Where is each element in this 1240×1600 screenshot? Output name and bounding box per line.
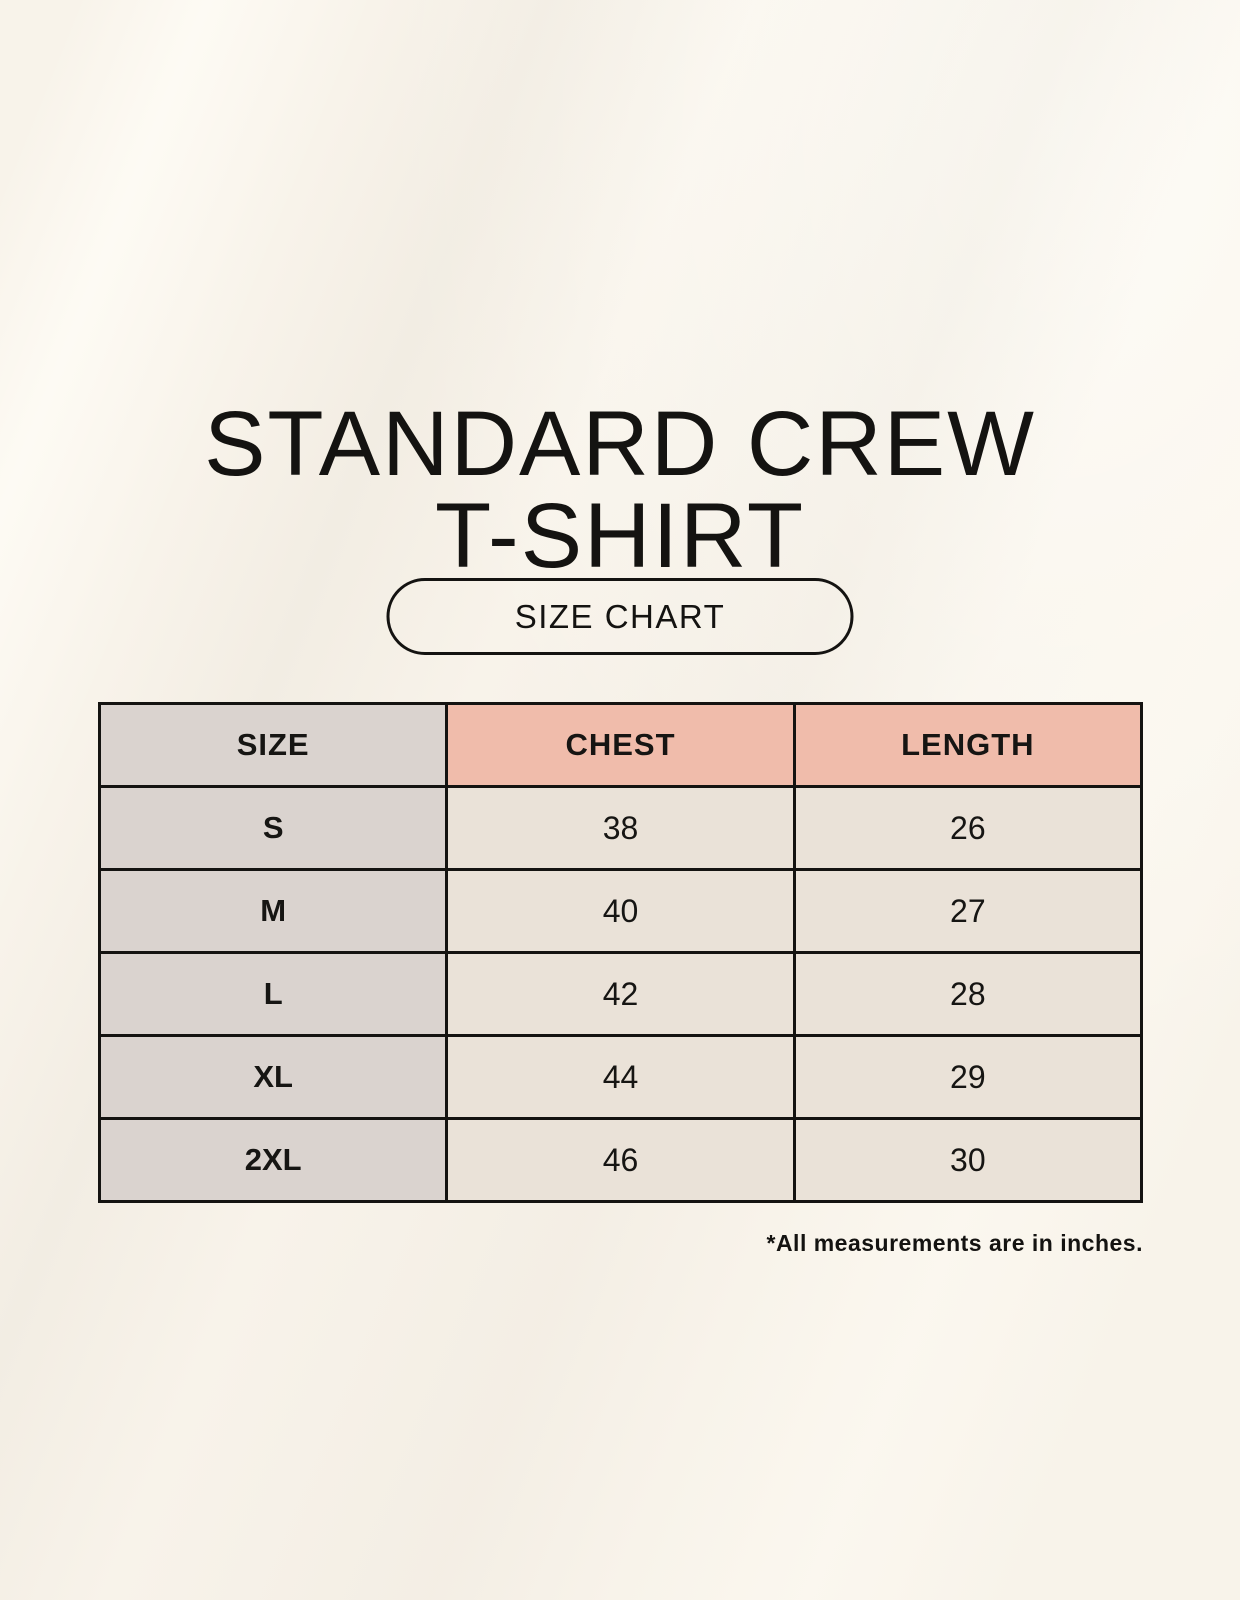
size-label-cell: S: [97, 785, 449, 871]
size-label-cell: 2XL: [97, 1117, 449, 1203]
size-label-cell: M: [97, 868, 449, 954]
size-chart-table: SIZE CHEST LENGTH S 38 26 M 40 27 L: [97, 702, 1144, 1203]
measurements-footnote: *All measurements are in inches.: [766, 1230, 1143, 1256]
chest-value-cell: 44: [445, 1034, 796, 1120]
length-value-cell: 30: [792, 1117, 1144, 1203]
table-row: 2XL 46 30: [97, 1117, 1144, 1203]
chest-value-cell: 42: [445, 951, 796, 1037]
page-title-line1: STANDARD CREW: [204, 392, 1036, 495]
length-value-cell: 27: [792, 868, 1144, 954]
page-title-line2: T-SHIRT: [434, 484, 806, 587]
length-value-cell: 29: [792, 1034, 1144, 1120]
header-cell-chest: CHEST: [445, 702, 796, 788]
size-label-cell: L: [97, 951, 449, 1037]
table-header-row: SIZE CHEST LENGTH: [97, 702, 1144, 788]
chest-value-cell: 40: [445, 868, 796, 954]
size-chart-button-label: SIZE CHART: [514, 597, 726, 635]
length-value-cell: 26: [792, 785, 1144, 871]
table-row: S 38 26: [97, 785, 1144, 871]
page-title: STANDARD CREW T-SHIRT: [0, 398, 1240, 582]
length-value-cell: 28: [792, 951, 1144, 1037]
size-chart-table-container: SIZE CHEST LENGTH S 38 26 M 40 27 L: [97, 702, 1144, 1203]
header-cell-size: SIZE: [97, 702, 449, 788]
chest-value-cell: 46: [445, 1117, 796, 1203]
header-cell-length: LENGTH: [792, 702, 1144, 788]
table-row: M 40 27: [97, 868, 1144, 954]
size-chart-button[interactable]: SIZE CHART: [386, 578, 854, 655]
table-row: L 42 28: [97, 951, 1144, 1037]
chest-value-cell: 38: [445, 785, 796, 871]
table-row: XL 44 29: [97, 1034, 1144, 1120]
size-label-cell: XL: [97, 1034, 449, 1120]
